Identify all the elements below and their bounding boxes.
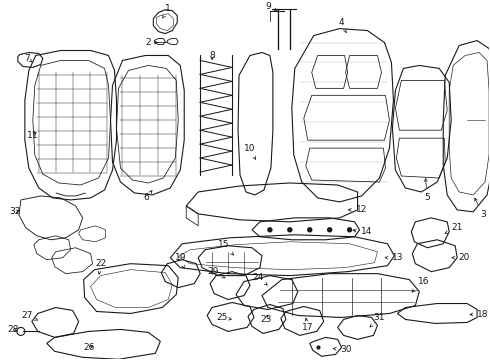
- Text: 5: 5: [424, 179, 430, 202]
- Text: 19: 19: [174, 253, 186, 268]
- Circle shape: [268, 228, 272, 232]
- Text: 24: 24: [252, 273, 267, 285]
- Text: 22: 22: [95, 259, 106, 274]
- Text: 27: 27: [21, 311, 38, 320]
- Text: 3: 3: [475, 198, 486, 219]
- Text: 25: 25: [217, 313, 231, 322]
- Circle shape: [288, 228, 292, 232]
- Text: 8: 8: [209, 51, 215, 60]
- Text: 12: 12: [348, 206, 367, 215]
- Text: 18: 18: [470, 310, 489, 319]
- Text: 11: 11: [27, 131, 39, 140]
- Circle shape: [328, 228, 332, 232]
- Text: 17: 17: [302, 318, 314, 332]
- Text: 30: 30: [333, 345, 351, 354]
- Text: 9: 9: [265, 2, 277, 11]
- Text: 15: 15: [219, 240, 233, 255]
- Circle shape: [308, 228, 312, 232]
- Text: 14: 14: [353, 227, 372, 236]
- Text: 29: 29: [207, 267, 225, 278]
- Circle shape: [347, 228, 352, 232]
- Text: 13: 13: [385, 253, 403, 262]
- Text: 28: 28: [7, 325, 19, 334]
- Text: 16: 16: [412, 277, 429, 292]
- Text: 21: 21: [445, 223, 463, 234]
- Text: 31: 31: [370, 313, 385, 327]
- Text: 23: 23: [260, 315, 271, 324]
- Text: 4: 4: [339, 18, 346, 32]
- Text: 1: 1: [163, 4, 171, 18]
- Text: 6: 6: [144, 190, 152, 202]
- Text: 26: 26: [83, 343, 94, 352]
- Text: 10: 10: [244, 144, 256, 159]
- Text: 2: 2: [146, 38, 157, 47]
- Text: 32: 32: [9, 207, 21, 216]
- Text: 20: 20: [452, 253, 470, 262]
- Text: 7: 7: [24, 54, 32, 63]
